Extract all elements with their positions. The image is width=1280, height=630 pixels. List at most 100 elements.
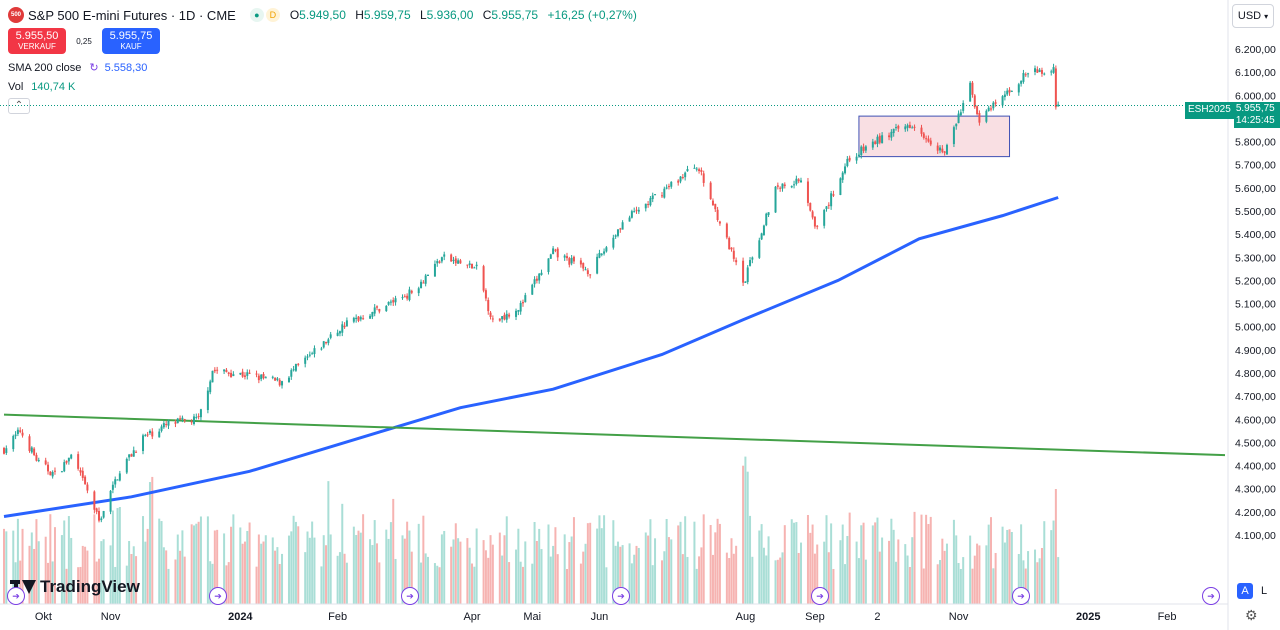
candle-body (735, 260, 738, 263)
volume-bar (579, 563, 582, 604)
buy-button[interactable]: 5.955,75 KAUF (102, 28, 160, 54)
event-arrow-icon[interactable]: ➔ (811, 587, 829, 605)
volume-indicator-row[interactable]: Vol 140,74 K (8, 77, 637, 96)
candle-body (438, 261, 441, 263)
volume-bar (371, 545, 374, 604)
symbol-logo[interactable]: 500 (8, 7, 24, 23)
volume-bar (693, 521, 696, 604)
auto-scale-button[interactable]: A (1237, 583, 1253, 599)
candle-body (714, 203, 717, 210)
volume-bar (417, 523, 420, 604)
candle-body (67, 457, 70, 462)
volume-bar (677, 525, 680, 604)
candle-body (776, 185, 779, 187)
chevron-up-icon[interactable]: ⌃ (8, 97, 30, 114)
candle-body (160, 426, 163, 431)
candle-body (1050, 71, 1053, 73)
candle-body (538, 273, 541, 281)
volume-bar (1052, 520, 1055, 604)
volume-bar (30, 532, 33, 604)
candle-body (457, 260, 460, 264)
event-arrow-icon[interactable]: ➔ (612, 587, 630, 605)
candle-body (945, 144, 948, 155)
settings-icon[interactable]: ⚙ (1245, 607, 1258, 623)
consolidation-box[interactable] (858, 115, 1011, 158)
volume-bar (1038, 558, 1041, 604)
currency-selector[interactable]: USD ▾ (1232, 4, 1274, 28)
volume-bar (670, 539, 673, 604)
volume-bar (890, 518, 893, 604)
candle-body (621, 222, 624, 230)
sma-indicator-row[interactable]: SMA 200 close ↻ 5.558,30 (8, 58, 637, 77)
candle-body (118, 473, 121, 481)
volume-bar (1003, 542, 1006, 604)
volume-bar (922, 568, 925, 604)
candle-body (952, 127, 955, 145)
candle-body (630, 211, 633, 218)
candle-body (408, 289, 411, 301)
event-arrow-icon[interactable]: ➔ (401, 587, 419, 605)
candle-body (192, 416, 195, 424)
candle-body (287, 377, 290, 383)
candle-body (1006, 90, 1009, 95)
candle-body (848, 157, 851, 161)
candle-body (605, 247, 608, 252)
volume-bar (714, 532, 717, 604)
price-tick-label: 4.100,00 (1235, 530, 1276, 542)
volume-bar (484, 550, 487, 604)
volume-bar (955, 535, 958, 604)
candle-body (841, 172, 844, 180)
event-arrow-icon[interactable]: ➔ (1202, 587, 1220, 605)
volume-bar (857, 558, 860, 604)
candle-body (1020, 80, 1023, 84)
price-tick-label: 4.300,00 (1235, 484, 1276, 496)
candle-body (619, 228, 622, 230)
candle-body (742, 260, 745, 283)
log-scale-button[interactable]: L (1260, 585, 1268, 597)
volume-bar (232, 514, 235, 604)
candle-body (223, 369, 226, 372)
volume-bar (793, 522, 796, 604)
volume-bar (308, 537, 311, 604)
volume-bar (906, 555, 909, 604)
market-status[interactable]: ● D (249, 8, 280, 22)
candle-body (600, 253, 603, 255)
candle-body (440, 257, 443, 262)
volume-bar (855, 541, 858, 604)
volume-bar (311, 521, 314, 604)
volume-bar (241, 543, 244, 604)
volume-bar (209, 561, 212, 604)
symbol-title[interactable]: S&P 500 E-mini Futures · 1D · CME (28, 7, 236, 23)
volume-bar (378, 562, 381, 604)
candle-body (695, 168, 698, 170)
event-arrow-icon[interactable]: ➔ (209, 587, 227, 605)
tradingview-logo[interactable]: TradingView (10, 577, 140, 597)
price-tick-label: 4.900,00 (1235, 345, 1276, 357)
event-arrow-icon[interactable]: ➔ (1012, 587, 1030, 605)
candle-body (628, 217, 631, 222)
volume-bar (598, 515, 601, 604)
trend-line[interactable] (3, 413, 1226, 457)
candle-body (633, 211, 636, 213)
volume-bar (60, 535, 63, 604)
candle-body (809, 202, 812, 211)
sell-button[interactable]: 5.955,50 VERKAUF (8, 28, 66, 54)
volume-bar (352, 526, 355, 604)
candle-body (702, 173, 705, 183)
candle-body (77, 454, 80, 469)
event-arrow-icon[interactable]: ➔ (7, 587, 25, 605)
candle-body (973, 95, 976, 108)
price-tag-symbol: ESH2025 (1185, 102, 1234, 119)
candle-body (665, 187, 668, 189)
volume-bar (515, 549, 518, 604)
volume-bar (63, 520, 66, 604)
candle-body (876, 136, 879, 145)
volume-bar (765, 555, 768, 604)
volume-bar (49, 514, 52, 604)
volume-bar (925, 514, 928, 604)
candle-body (957, 113, 960, 124)
volume-bar (287, 535, 290, 604)
candle-body (338, 331, 341, 334)
candle-body (913, 126, 916, 128)
